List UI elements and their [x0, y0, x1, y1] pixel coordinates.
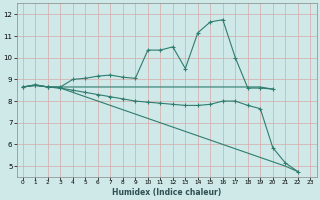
X-axis label: Humidex (Indice chaleur): Humidex (Indice chaleur)	[112, 188, 221, 197]
